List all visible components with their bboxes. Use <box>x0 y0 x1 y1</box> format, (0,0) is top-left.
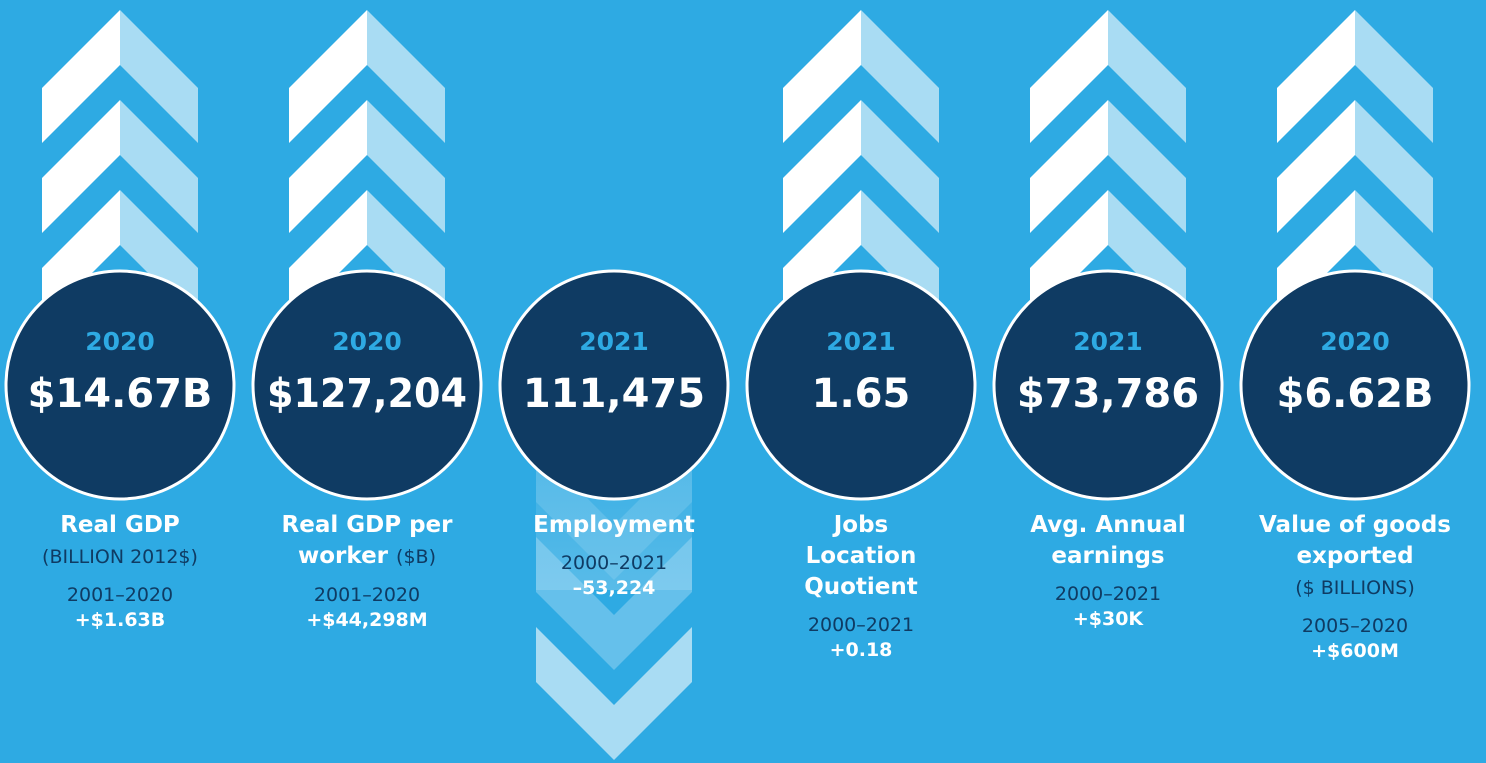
stat-value: 1.65 <box>812 371 911 417</box>
stat-circle <box>251 269 483 501</box>
stat-change: +$44,298M <box>306 609 428 631</box>
stat-year: 2021 <box>1073 327 1143 356</box>
stat-circle <box>745 269 977 501</box>
label-line: Location <box>805 543 917 569</box>
stat-period: 2001–2020 <box>313 584 421 606</box>
label-line: exported <box>1296 543 1414 569</box>
stat-change: +0.18 <box>829 639 893 661</box>
chevron-left <box>289 100 367 233</box>
stat-label: Employment <box>494 510 734 541</box>
stat-period: 2000–2021 <box>560 552 668 574</box>
stat-label: Real GDP (BILLION 2012$) <box>0 510 240 573</box>
stat-change: –53,224 <box>572 577 656 599</box>
label-line: Real GDP per <box>281 512 453 538</box>
stat-year: 2021 <box>579 327 649 356</box>
stat-label: Avg. Annual earnings <box>988 510 1228 572</box>
chevron-right <box>1108 100 1186 233</box>
stat-year: 2020 <box>85 327 155 356</box>
stat-change: +$1.63B <box>74 609 166 631</box>
stat-info: Value of goods exported ($ BILLIONS) 2005–… <box>1235 510 1475 664</box>
chevron-left <box>1030 10 1108 143</box>
stat-circle <box>4 269 236 501</box>
stat-year: 2021 <box>826 327 896 356</box>
chevron-right <box>1355 100 1433 233</box>
stat-info: Real GDP (BILLION 2012$) 2001–2020 +$1.63B <box>0 510 240 633</box>
chevron-right <box>861 10 939 143</box>
stat-change: +$600M <box>1311 640 1399 662</box>
stat-sublabel: ($B) <box>396 546 436 568</box>
label-line: Jobs <box>833 512 889 538</box>
label-line: earnings <box>1051 543 1165 569</box>
label-line: worker <box>298 543 389 569</box>
label-line: Quotient <box>804 574 918 600</box>
chevron-left <box>783 100 861 233</box>
stat-circle <box>498 269 730 501</box>
stat-sublabel: (BILLION 2012$) <box>42 546 198 568</box>
stat-circle <box>992 269 1224 501</box>
stat-period: 2005–2020 <box>1301 615 1409 637</box>
chevron-right <box>1108 10 1186 143</box>
chevron-right <box>367 10 445 143</box>
stat-info: Employment 2000–2021 –53,224 <box>494 510 734 601</box>
chevron-right <box>861 100 939 233</box>
stat-period: 2001–2020 <box>66 584 174 606</box>
chevron-left <box>42 100 120 233</box>
stat-label: Real GDP per worker ($B) <box>247 510 487 573</box>
stat-info: Real GDP per worker ($B) 2001–2020 +$44,298… <box>247 510 487 633</box>
stat-info: Avg. Annual earnings 2000–2021 +$30K <box>988 510 1228 632</box>
chevron-left <box>1030 100 1108 233</box>
stat-value: $127,204 <box>267 371 467 417</box>
stat-value: $6.62B <box>1276 371 1433 417</box>
stat-year: 2020 <box>332 327 402 356</box>
label-line: Value of goods <box>1259 512 1451 538</box>
chevron-right <box>1355 10 1433 143</box>
stat-circle <box>1239 269 1471 501</box>
chevron-left <box>783 10 861 143</box>
chevron-left <box>289 10 367 143</box>
stat-change: +$30K <box>1072 608 1144 630</box>
chevron-down <box>536 537 692 670</box>
stat-label: Jobs Location Quotient <box>741 510 981 603</box>
chevron-right <box>120 10 198 143</box>
stat-year: 2020 <box>1320 327 1390 356</box>
stat-value: $73,786 <box>1017 371 1199 417</box>
stat-value: 111,475 <box>523 371 705 417</box>
stat-sublabel: ($ BILLIONS) <box>1295 577 1415 599</box>
chevron-left <box>42 10 120 143</box>
stat-period: 2000–2021 <box>807 614 915 636</box>
chevron-left <box>1277 100 1355 233</box>
stat-label: Value of goods exported ($ BILLIONS) <box>1235 510 1475 604</box>
label-line: Employment <box>533 512 695 538</box>
stat-period: 2000–2021 <box>1054 583 1162 605</box>
label-line: Real GDP <box>60 512 180 538</box>
chevron-right <box>120 100 198 233</box>
chevron-right <box>367 100 445 233</box>
label-line: Avg. Annual <box>1030 512 1186 538</box>
chevron-left <box>1277 10 1355 143</box>
stat-value: $14.67B <box>28 371 213 417</box>
stat-info: Jobs Location Quotient 2000–2021 +0.18 <box>741 510 981 663</box>
chevron-down <box>536 627 692 760</box>
